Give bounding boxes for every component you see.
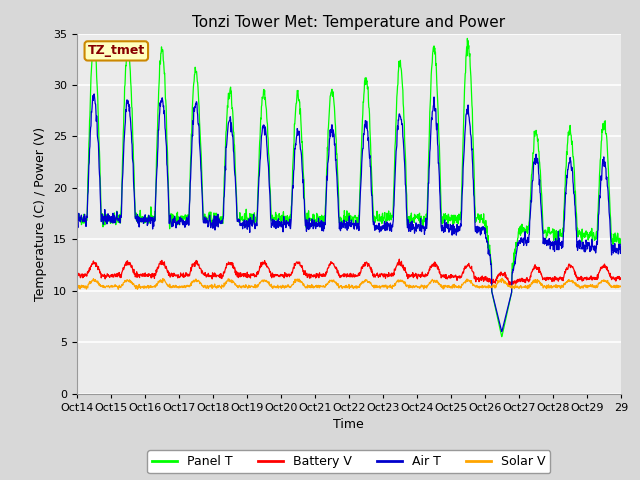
Line: Air T: Air T [77,94,621,332]
Solar V [557,284,565,290]
Solar V [617,283,625,289]
Battery V [335,271,342,277]
Text: TZ_tmet: TZ_tmet [88,44,145,58]
Battery V [611,277,618,283]
Air T [335,214,342,219]
Solar V [158,277,166,283]
Solar V [73,283,81,289]
Panel T [335,185,342,191]
X-axis label: Time: Time [333,418,364,431]
Battery V [396,256,403,262]
Air T [617,241,625,247]
Solar V [611,284,618,290]
Solar V [477,285,485,290]
Battery V [73,272,81,278]
Solar V [335,285,342,290]
Battery V [158,257,166,263]
Air T [477,231,485,237]
Panel T [498,334,506,339]
Line: Battery V: Battery V [77,259,621,285]
Panel T [73,215,81,220]
Battery V [617,275,625,281]
Battery V [557,275,565,281]
Battery V [506,282,514,288]
Panel T [617,241,625,247]
Line: Solar V: Solar V [77,278,621,289]
Battery V [324,265,332,271]
Y-axis label: Temperature (C) / Power (V): Temperature (C) / Power (V) [35,127,47,300]
Air T [73,214,81,220]
Solar V [498,276,506,281]
Solar V [324,279,332,285]
Air T [611,249,618,254]
Title: Tonzi Tower Met: Temperature and Power: Tonzi Tower Met: Temperature and Power [192,15,506,30]
Panel T [477,212,485,217]
Air T [324,156,332,162]
Legend: Panel T, Battery V, Air T, Solar V: Panel T, Battery V, Air T, Solar V [147,450,550,473]
Solar V [134,287,141,292]
Panel T [324,128,332,133]
Line: Panel T: Panel T [77,38,621,336]
Air T [90,91,98,97]
Panel T [463,36,471,41]
Panel T [557,233,565,239]
Air T [498,329,506,335]
Battery V [477,277,485,283]
Air T [158,95,166,101]
Air T [557,240,565,245]
Panel T [158,48,166,54]
Panel T [611,234,618,240]
